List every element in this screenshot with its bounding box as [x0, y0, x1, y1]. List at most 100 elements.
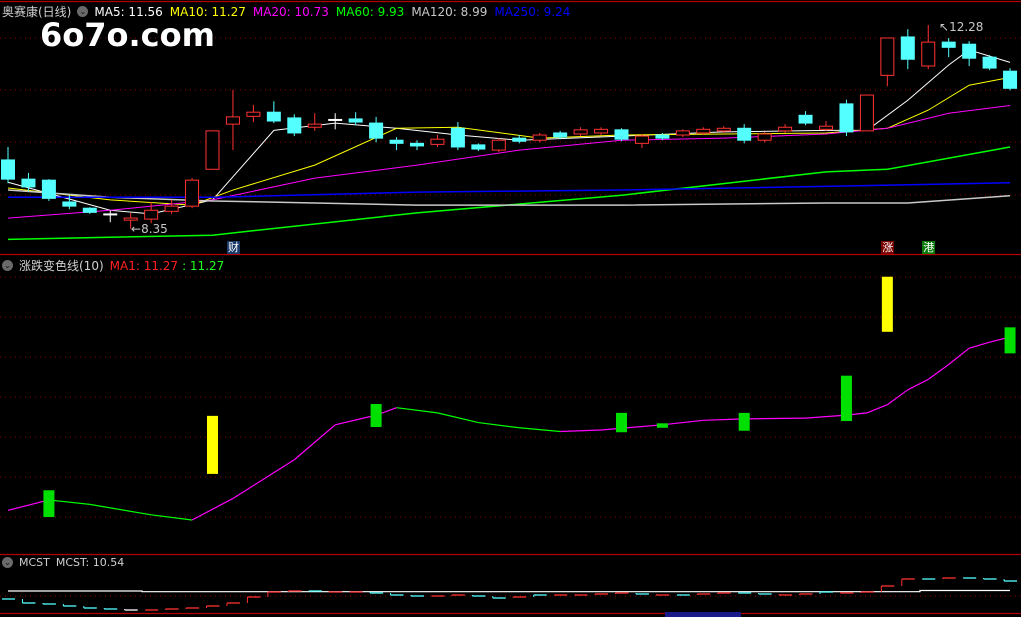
event-mark[interactable]: 港 — [922, 241, 936, 254]
chevron-down-icon[interactable]: ⌄ — [77, 6, 89, 17]
event-mark[interactable]: 财 — [226, 241, 240, 254]
candle-body — [164, 205, 179, 212]
color-line-segment — [335, 414, 377, 426]
color-line-segment — [560, 429, 602, 433]
ma-label: MA250: 9.24 — [494, 4, 571, 19]
color-line-segment — [886, 389, 909, 406]
ma-label: MA120: 8.99 — [411, 4, 488, 19]
moving-average-lines — [7, 49, 1011, 241]
indicator3-header: ⌄ MCST MCST: 10.54 — [2, 556, 124, 569]
candle-body — [553, 132, 568, 138]
candle-body — [471, 144, 486, 150]
color-line-segment — [662, 419, 704, 426]
candle-body — [144, 209, 159, 220]
indicator2-plot — [7, 276, 1016, 521]
candle-body — [655, 134, 670, 139]
candle-body — [716, 127, 731, 132]
candle-body — [1, 159, 15, 180]
candle-body — [737, 127, 752, 141]
ma-label: MA60: 9.93 — [335, 4, 405, 19]
stock-title: 奥赛康(日线) — [2, 5, 72, 19]
indicator3-title: MCST — [19, 556, 50, 569]
color-line-segment — [948, 347, 970, 365]
candle-body — [246, 111, 261, 117]
color-line-segment — [927, 364, 950, 380]
candle-body — [982, 56, 997, 69]
ma-legend: MA5: 11.56 MA10: 11.27 MA20: 10.73 MA60: 9.… — [94, 5, 570, 19]
color-line-segment — [478, 421, 520, 429]
candle-body — [205, 130, 220, 170]
candle-body — [675, 130, 690, 136]
ma-label: MA20: 10.73 — [252, 4, 329, 19]
color-line-segment — [89, 503, 152, 516]
candle-body — [880, 37, 895, 76]
candle-body — [82, 207, 97, 213]
candle-body — [778, 126, 793, 132]
candle-body — [369, 122, 384, 139]
signal-bar — [370, 403, 382, 428]
ma-line-ma250 — [8, 182, 1011, 199]
signal-bar — [1004, 327, 1016, 354]
signal-bar — [43, 490, 55, 518]
candle-body — [41, 179, 56, 199]
mcst-value: MCST: 10.54 — [55, 556, 125, 569]
candle-body — [921, 41, 936, 67]
candle-body — [410, 142, 424, 147]
color-line-segment — [866, 404, 888, 414]
color-line-segment — [968, 341, 990, 349]
candle-body — [430, 138, 445, 145]
color-line-segment — [907, 378, 929, 391]
event-mark[interactable]: 涨 — [881, 241, 895, 254]
ma1-label: MA1: 11.27 — [109, 258, 179, 273]
color-line-segment — [151, 514, 193, 521]
color-line-segment — [437, 412, 479, 424]
color-line-segment — [600, 424, 663, 431]
indicator2-value: : 11.27 — [182, 258, 225, 273]
signal-bar — [616, 412, 627, 433]
candlesticks — [1, 25, 1018, 229]
candle-body — [225, 116, 240, 125]
high-price-value: 12.28 — [949, 20, 984, 34]
color-line-segment — [396, 407, 438, 414]
color-line-segment — [805, 414, 847, 419]
ma-label: MA5: 11.56 — [94, 4, 163, 19]
candle-body — [962, 43, 977, 59]
candle-body — [266, 111, 281, 122]
candle-body — [287, 117, 302, 134]
candle-body — [900, 36, 915, 60]
candle-body — [21, 178, 36, 188]
candle-body — [573, 129, 588, 135]
signal-bar — [881, 276, 893, 332]
candle-body — [491, 139, 506, 151]
low-price-value: 8.35 — [141, 222, 168, 236]
chevron-down-icon[interactable]: ⌄ — [2, 557, 13, 568]
signal-bar — [738, 412, 750, 431]
candle-body — [839, 103, 854, 133]
candle-body — [185, 179, 200, 207]
color-line-segment — [519, 427, 561, 433]
candle-body — [103, 213, 118, 216]
signal-bar — [656, 423, 668, 428]
candle-body — [634, 135, 649, 144]
signal-bar — [840, 375, 852, 422]
ma-line-ma20 — [7, 104, 1011, 219]
watermark-logo: 6o7o.com — [40, 16, 215, 54]
low-price-label: ←8.35 — [131, 222, 168, 236]
candle-body — [859, 94, 874, 132]
ma-line-ma60 — [7, 146, 1011, 241]
color-line-segment — [48, 499, 90, 505]
chevron-down-icon[interactable]: ⌄ — [2, 260, 13, 271]
candle-body — [614, 129, 629, 140]
candle-body — [389, 139, 404, 144]
candle-body — [348, 118, 363, 123]
candle-body — [757, 133, 772, 141]
candle-body — [512, 137, 527, 142]
candle-body — [696, 128, 711, 134]
candle-body — [941, 41, 956, 48]
candle-body — [123, 217, 138, 221]
candle-body — [532, 134, 547, 141]
candle-body — [450, 127, 465, 148]
main-chart-header: 奥赛康(日线) ⌄ MA5: 11.56 MA10: 11.27 MA20: 10.… — [2, 3, 570, 20]
candle-body — [328, 118, 343, 121]
